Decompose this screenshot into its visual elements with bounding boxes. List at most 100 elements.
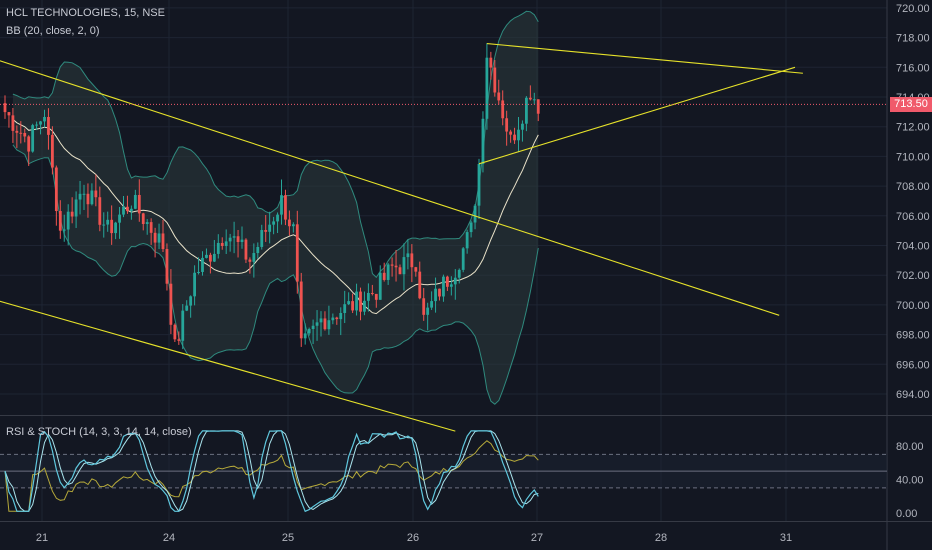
candle-body: [130, 208, 133, 212]
candle-body: [311, 325, 315, 330]
candle-body: [493, 67, 497, 93]
legend-bb: BB (20, close, 2, 0): [6, 24, 100, 38]
candle-body: [264, 230, 268, 232]
candle-body: [307, 329, 311, 334]
last-price-text: 713.50: [894, 97, 928, 110]
candle-body: [418, 271, 422, 299]
candle-body: [382, 272, 386, 280]
candle-body: [228, 237, 232, 242]
candle-body: [260, 230, 264, 247]
candle-body: [153, 232, 157, 243]
trendline: [0, 300, 456, 432]
candle-body: [216, 242, 220, 254]
candle-body: [201, 257, 204, 272]
candle-body: [74, 199, 78, 217]
candle-body: [378, 272, 382, 300]
candle-body: [118, 214, 121, 223]
price-tick-label: 716.00: [896, 62, 930, 74]
candle-body: [232, 236, 236, 238]
candle-body: [149, 222, 153, 233]
candle-body: [402, 257, 406, 275]
osc-indicator-label: RSI & STOCH (14, 3, 3, 14, 14, close): [6, 426, 192, 438]
last-price-tag: 713.50: [890, 96, 932, 112]
candle-body: [442, 276, 445, 297]
time-tick-label: 27: [531, 532, 543, 544]
candle-body: [145, 222, 149, 225]
candle-body: [141, 213, 145, 225]
candle-body: [374, 293, 378, 300]
candle-body: [536, 99, 540, 114]
candle-body: [370, 292, 374, 294]
candle-body: [51, 134, 54, 168]
candle-body: [319, 318, 323, 323]
candle-body: [209, 254, 212, 262]
candle-body: [252, 253, 256, 262]
candle-body: [90, 190, 94, 205]
candle-body: [331, 317, 335, 321]
candle-body: [513, 134, 516, 141]
price-tick-label: 720.00: [896, 3, 930, 15]
bb-basis-line: [12, 119, 539, 315]
candle-body: [70, 211, 74, 217]
candle-body: [280, 195, 283, 215]
candle-body: [86, 193, 90, 205]
candle-body: [323, 318, 327, 330]
candle-body: [291, 224, 295, 227]
candle-body: [390, 264, 394, 266]
price-tick-label: 712.00: [896, 122, 930, 134]
candle-body: [126, 206, 129, 212]
candle-body: [453, 277, 457, 285]
candle-body: [54, 167, 58, 212]
osc-tick-label: 80.00: [896, 441, 924, 453]
candle-body: [525, 97, 528, 124]
candle-body: [197, 271, 200, 273]
candle-body: [434, 288, 437, 302]
candle-body: [335, 317, 339, 320]
candle-body: [497, 92, 501, 101]
candle-body: [122, 206, 125, 215]
candle-body: [66, 211, 70, 230]
candle-body: [299, 281, 303, 339]
price-tick-label: 710.00: [896, 151, 930, 163]
rsi-line: [4, 440, 539, 512]
candle-body: [114, 222, 117, 234]
bb-lower-band: [12, 144, 539, 405]
price-tick-label: 696.00: [896, 359, 930, 371]
candle-body: [39, 121, 42, 125]
candle-body: [347, 301, 351, 305]
price-tick-label: 700.00: [896, 300, 930, 312]
candle-body: [3, 103, 7, 113]
candle-body: [173, 324, 177, 340]
candle-body: [438, 288, 441, 297]
candle-body: [343, 304, 347, 313]
candle-body: [189, 296, 193, 306]
candle-body: [181, 310, 185, 341]
candle-body: [169, 283, 173, 325]
candle-body: [256, 246, 260, 254]
candle-body: [110, 219, 114, 234]
time-tick-label: 28: [655, 532, 667, 544]
candle-body: [106, 219, 110, 225]
candle-body: [477, 163, 481, 206]
candle-body: [212, 253, 216, 262]
candle-body: [272, 221, 275, 225]
candle-body: [430, 301, 433, 308]
candle-body: [303, 333, 307, 339]
price-tick-label: 708.00: [896, 181, 930, 193]
candle-body: [532, 99, 536, 101]
bb-indicator-label: BB (20, close, 2, 0): [6, 25, 100, 37]
candle-body: [473, 205, 477, 223]
candle-body: [327, 320, 331, 330]
candle-body: [288, 219, 291, 227]
price-tick-label: 694.00: [896, 389, 930, 401]
candle-body: [446, 276, 449, 287]
candle-body: [236, 236, 240, 243]
candle-body: [284, 195, 287, 220]
candle-body: [485, 57, 489, 119]
price-tick-label: 704.00: [896, 241, 930, 253]
price-tick-label: 706.00: [896, 211, 930, 223]
candle-body: [426, 307, 430, 315]
candle-body: [355, 291, 358, 311]
